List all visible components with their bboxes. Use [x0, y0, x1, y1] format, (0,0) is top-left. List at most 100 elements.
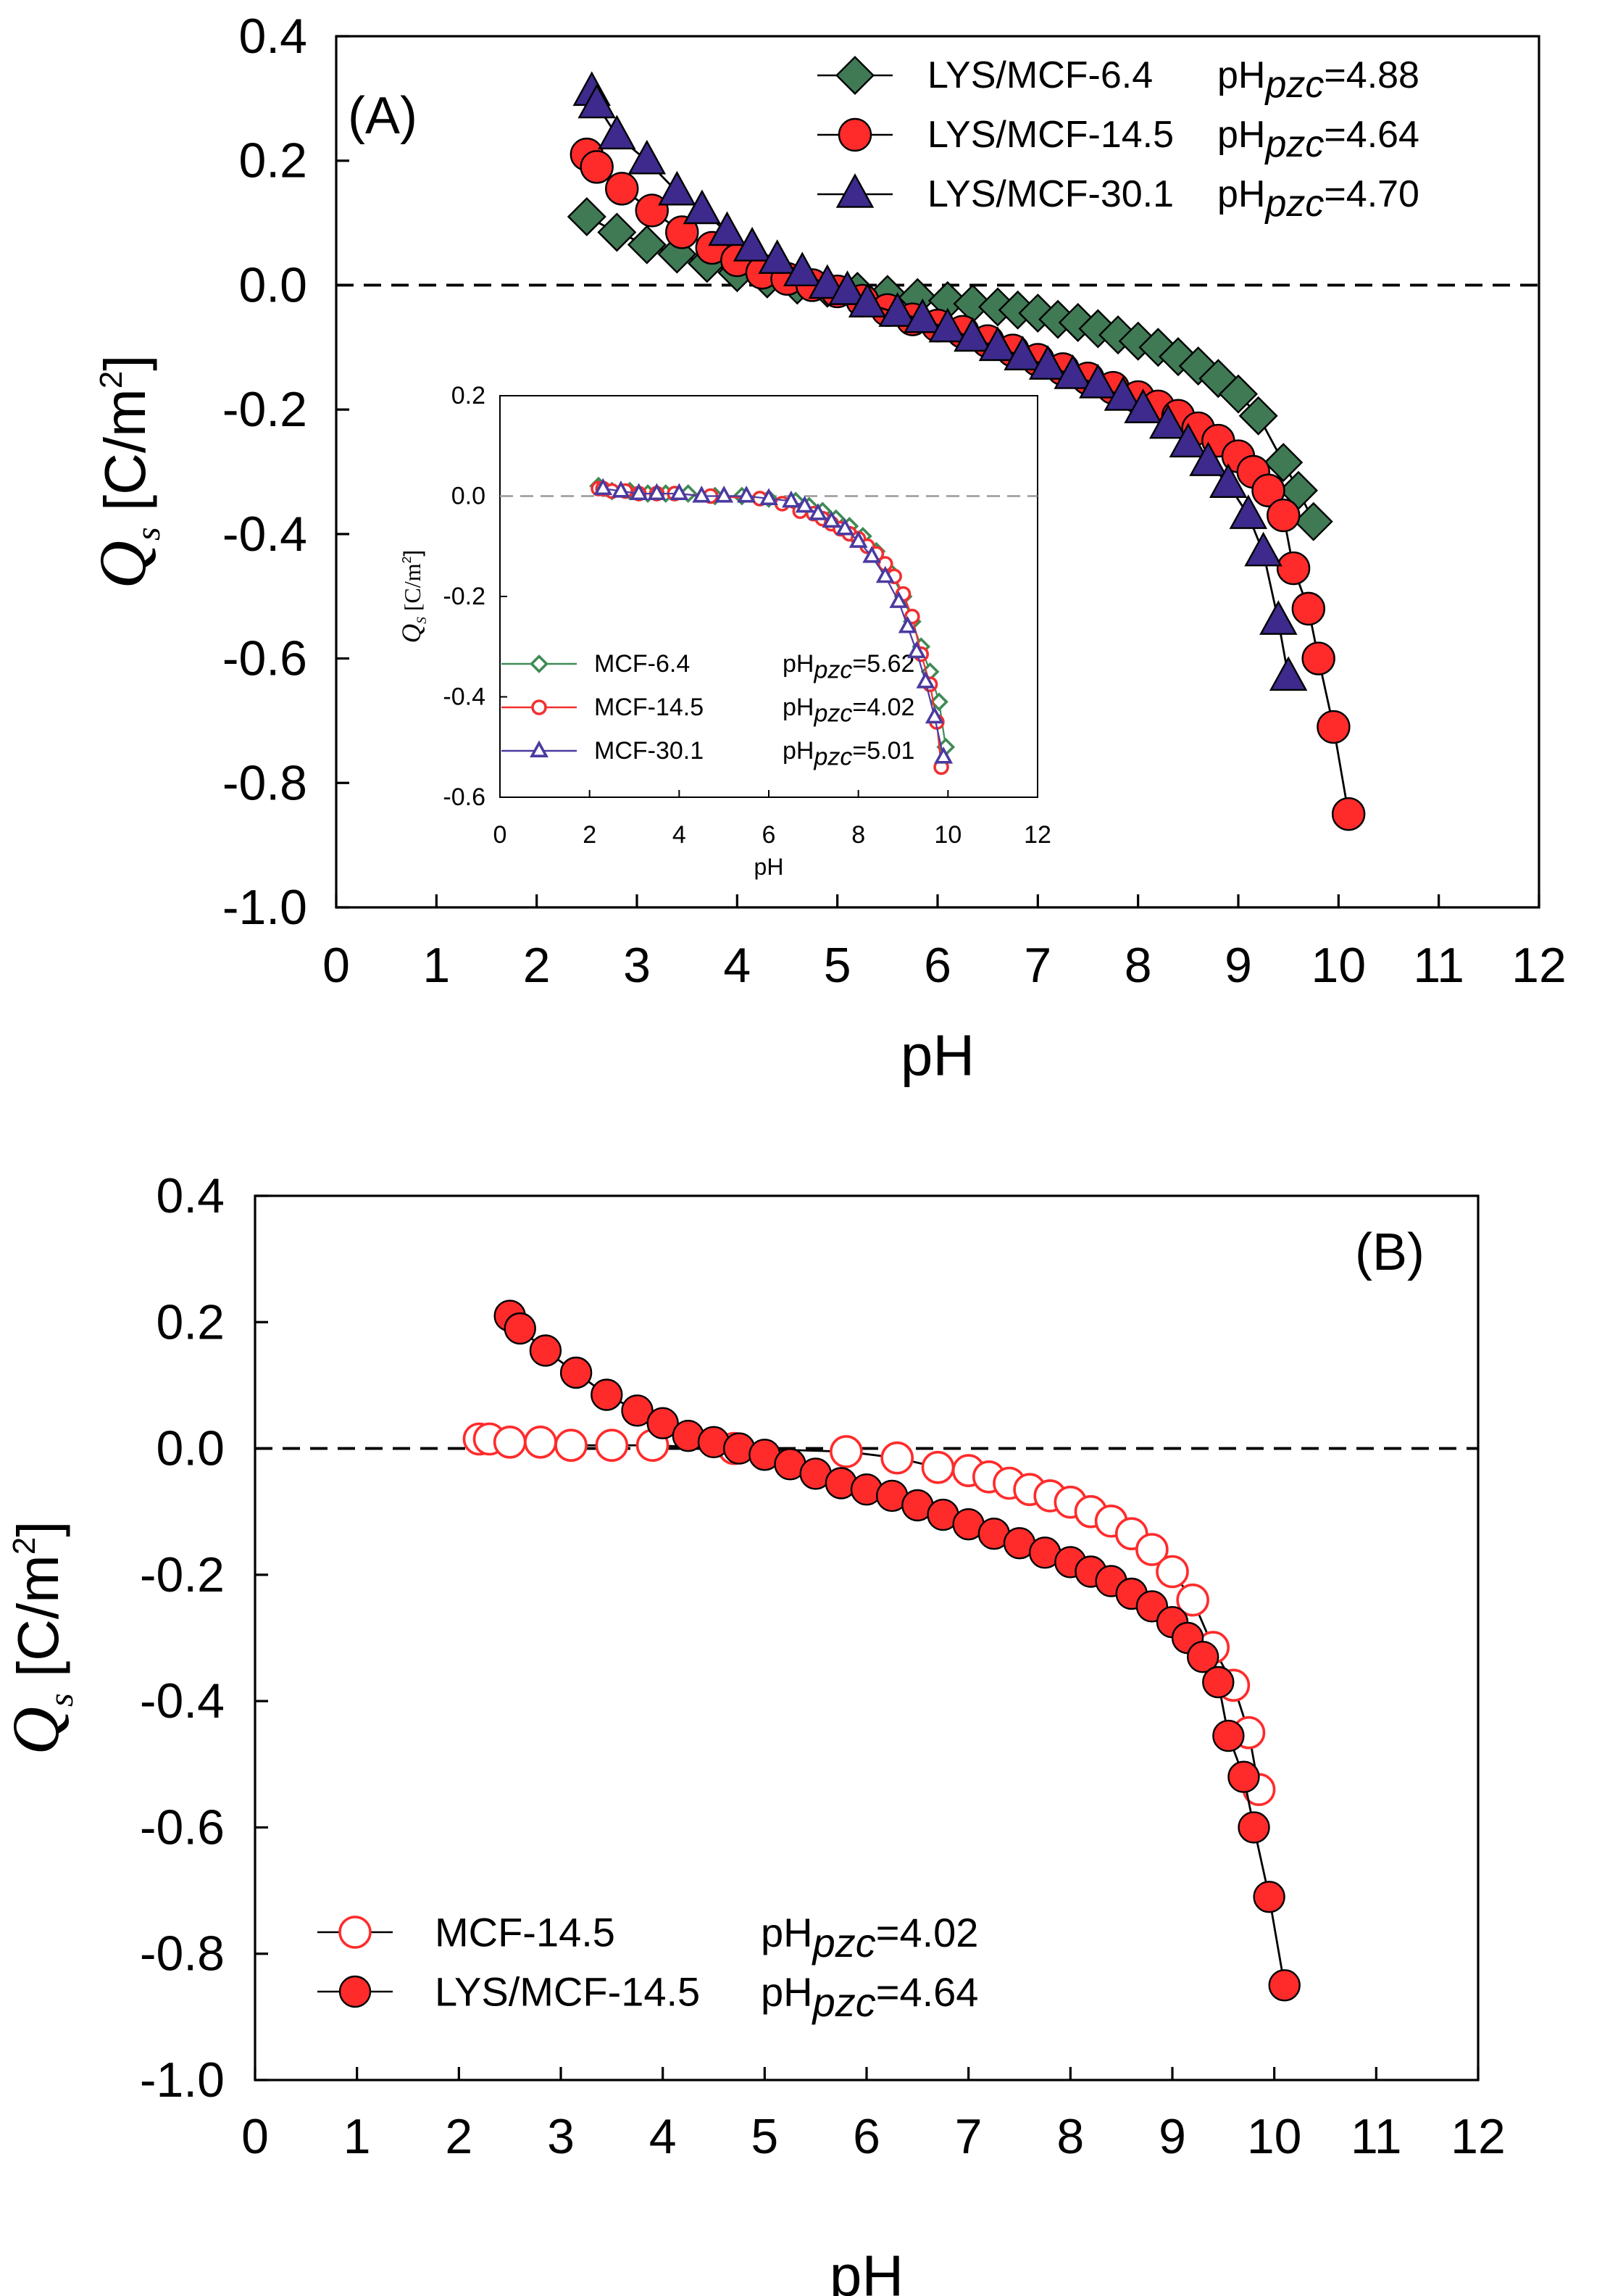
- x-tick-label: 8: [1056, 2109, 1084, 2164]
- data-point: [1079, 363, 1117, 399]
- y-label-symbol: Q: [396, 624, 426, 644]
- legend-note: pHpzc=4.02: [783, 694, 914, 728]
- legend-marker: [530, 654, 549, 673]
- x-tick-label: 7: [1024, 938, 1051, 993]
- note-ph: pH: [761, 1969, 813, 2015]
- data-point: [1244, 531, 1282, 567]
- y-label-symbol: Q: [85, 541, 159, 588]
- note-value: =5.62: [852, 650, 914, 678]
- x-tick-label: 1: [343, 2109, 371, 2164]
- data-point: [954, 317, 992, 352]
- data-point: [1148, 404, 1188, 439]
- x-tick-label: 10: [1311, 938, 1367, 993]
- data-point: [670, 483, 689, 501]
- y-label-superscript: 2: [399, 557, 414, 564]
- data-point: [1268, 1969, 1301, 2002]
- x-tick-label: 0: [241, 2109, 269, 2164]
- y-label-symbol: Q: [0, 1707, 72, 1755]
- x-axis-label: pH: [754, 854, 784, 880]
- data-point: [916, 671, 935, 689]
- y-tick-label: -0.6: [140, 1800, 225, 1855]
- data-point: [597, 212, 637, 252]
- legend-marker: [838, 117, 872, 152]
- data-point: [1238, 1811, 1270, 1844]
- legend-marker: [531, 699, 547, 715]
- x-tick-label: 4: [649, 2109, 677, 2164]
- x-tick-label: 0: [322, 938, 350, 993]
- note-subscript: pzc: [813, 657, 852, 684]
- note-ph: pH: [783, 694, 814, 721]
- x-tick-label: 6: [853, 2109, 880, 2164]
- panel-label: (A): [348, 87, 417, 145]
- x-tick-label: 2: [523, 938, 551, 993]
- data-point: [593, 478, 613, 496]
- legend-note: pHpzc=5.01: [783, 737, 914, 771]
- data-point: [795, 495, 814, 513]
- data-point: [783, 251, 822, 287]
- data-point: [1156, 1555, 1189, 1589]
- y-tick-label: 0.0: [451, 483, 485, 510]
- data-point: [862, 546, 882, 563]
- x-tick-label: 6: [762, 821, 776, 849]
- data-point: [828, 270, 867, 305]
- legend-label: LYS/MCF-14.5: [435, 1969, 700, 2015]
- y-tick-label: -1.0: [140, 2052, 225, 2108]
- note-subscript: pzc: [812, 1920, 876, 1966]
- x-tick-label: 11: [1413, 938, 1464, 993]
- legend-note: pHpzc=4.02: [761, 1910, 978, 1966]
- y-label-unit: [C/m: [399, 563, 425, 617]
- y-label-unit: [C/m: [93, 388, 157, 527]
- plot-area: [254, 1194, 1480, 2081]
- note-value: =4.88: [1324, 54, 1419, 96]
- x-axis-label: pH: [830, 2244, 904, 2296]
- data-point: [658, 170, 696, 206]
- x-tick-label: 12: [1024, 821, 1051, 849]
- note-subscript: pzc: [1264, 123, 1324, 165]
- y-label-unit-end: ]: [6, 1521, 70, 1537]
- data-point: [934, 746, 954, 764]
- data-point: [904, 298, 942, 333]
- note-subscript: pzc: [1264, 183, 1324, 225]
- legend-label: LYS/MCF-14.5: [927, 114, 1174, 156]
- legend-label: LYS/MCF-6.4: [927, 54, 1153, 96]
- y-tick-label: -0.8: [140, 1926, 225, 1981]
- y-label-unit-end: ]: [399, 550, 425, 557]
- data-point: [1238, 396, 1278, 436]
- data-point: [580, 150, 614, 184]
- data-point: [598, 115, 636, 150]
- data-point: [1251, 473, 1285, 507]
- data-point: [1159, 337, 1198, 377]
- data-point: [925, 706, 944, 724]
- data-point: [1054, 354, 1092, 389]
- data-point: [1124, 388, 1162, 423]
- data-point: [665, 215, 699, 249]
- legend-label: MCF-14.5: [594, 694, 704, 721]
- x-tick-label: 5: [751, 2109, 778, 2164]
- data-point: [1178, 346, 1218, 386]
- x-tick-label: 4: [723, 938, 751, 993]
- y-tick-label: 0.0: [238, 257, 307, 312]
- plot-area: [499, 395, 1038, 798]
- legend-marker: [835, 56, 875, 95]
- note-subscript: pzc: [812, 1979, 876, 2025]
- legend-note: pHpzc=4.88: [1217, 54, 1419, 106]
- data-point: [907, 641, 926, 659]
- data-point: [830, 1435, 863, 1468]
- data-point: [1269, 656, 1308, 691]
- data-point: [627, 139, 667, 175]
- legend-marker: [338, 1916, 372, 1949]
- x-tick-label: 9: [1159, 2109, 1186, 2164]
- data-point: [567, 196, 606, 236]
- data-point: [759, 488, 778, 505]
- note-ph: pH: [783, 650, 814, 678]
- data-point: [595, 1428, 629, 1463]
- note-ph: pH: [783, 737, 814, 765]
- data-point: [1229, 494, 1268, 529]
- data-point: [809, 503, 827, 520]
- legend-marker: [835, 173, 875, 208]
- data-point: [524, 1426, 557, 1459]
- data-point: [577, 83, 616, 119]
- y-tick-label: -0.2: [222, 382, 307, 437]
- note-subscript: pzc: [813, 744, 852, 771]
